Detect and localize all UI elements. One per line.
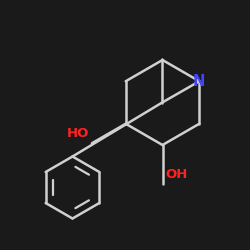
Text: OH: OH bbox=[166, 168, 188, 180]
Text: HO: HO bbox=[66, 127, 89, 140]
Text: N: N bbox=[193, 74, 205, 89]
